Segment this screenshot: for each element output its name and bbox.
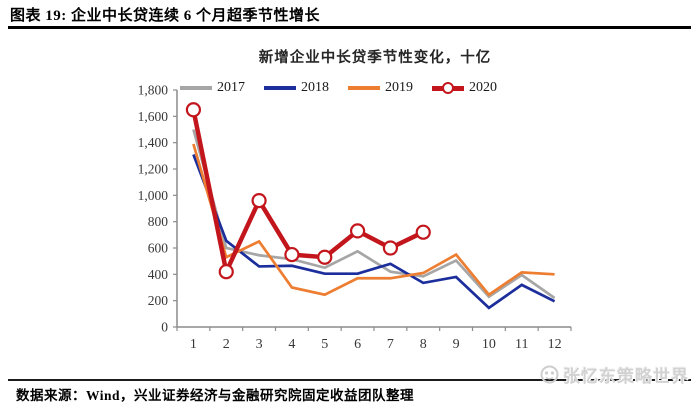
figure-caption: 图表 19: 企业中长贷连续 6 个月超季节性增长 xyxy=(10,8,320,24)
header-divider xyxy=(8,26,691,29)
x-tick-label: 7 xyxy=(387,337,394,352)
y-tick-label: 0 xyxy=(161,320,168,335)
legend-swatch-2019 xyxy=(348,86,380,90)
x-tick-label: 1 xyxy=(190,337,197,352)
watermark-text: 张忆东策略世界 xyxy=(563,367,689,386)
chart-legend: 2017 2018 2019 2020 xyxy=(180,81,497,95)
x-tick-label: 8 xyxy=(420,337,427,352)
watermark: 张忆东策略世界 xyxy=(540,362,689,387)
data-point-marker-2020 xyxy=(382,240,399,256)
legend-item-2020: 2020 xyxy=(432,81,497,95)
legend-label-2018: 2018 xyxy=(301,80,329,95)
legend-swatch-2020 xyxy=(432,82,464,94)
series-line-2017 xyxy=(192,129,556,300)
brand-logo-icon xyxy=(540,365,559,384)
x-tick-label: 4 xyxy=(288,337,295,352)
y-tick-label: 800 xyxy=(148,214,169,229)
x-tick-label: 10 xyxy=(482,337,496,352)
data-point-marker-2020 xyxy=(218,264,234,280)
data-point-marker-2020 xyxy=(185,102,202,118)
legend-label-2017: 2017 xyxy=(217,80,245,95)
data-point-marker-2020 xyxy=(251,193,267,209)
y-tick-label: 600 xyxy=(148,241,169,256)
legend-swatch-2018 xyxy=(264,86,296,90)
x-tick-label: 3 xyxy=(256,337,263,352)
data-source-note: 数据来源：Wind，兴业证券经济与金融研究院固定收益团队整理 xyxy=(16,388,415,403)
data-point-marker-2020 xyxy=(415,224,431,240)
footer-divider xyxy=(8,379,691,381)
series-line-2019 xyxy=(192,143,555,297)
series-line-2018 xyxy=(192,154,556,310)
x-tick-label: 9 xyxy=(453,337,460,352)
x-tick-label: 12 xyxy=(548,337,562,352)
x-tick-label: 6 xyxy=(354,337,361,352)
legend-marker-icon xyxy=(442,82,454,94)
legend-item-2018: 2018 xyxy=(264,81,329,95)
legend-label-2019: 2019 xyxy=(385,80,413,95)
data-point-marker-2020 xyxy=(284,246,300,263)
y-tick-label: 1,200 xyxy=(138,162,169,177)
y-tick-label: 1,600 xyxy=(138,109,169,124)
x-tick-label: 2 xyxy=(223,337,230,352)
legend-item-2019: 2019 xyxy=(348,81,413,95)
data-point-marker-2020 xyxy=(349,223,366,239)
y-tick-label: 1,800 xyxy=(138,83,169,98)
data-point-marker-2020 xyxy=(317,249,333,265)
chart-title: 新增企业中长贷季节性变化，十亿 xyxy=(258,50,492,66)
legend-item-2017: 2017 xyxy=(180,81,245,95)
y-tick-label: 1,000 xyxy=(138,188,169,203)
y-tick-label: 200 xyxy=(148,293,169,308)
y-tick-label: 1,400 xyxy=(138,135,169,150)
x-tick-label: 11 xyxy=(515,337,528,352)
x-tick-label: 5 xyxy=(321,337,328,352)
y-tick-label: 400 xyxy=(148,267,169,282)
legend-label-2020: 2020 xyxy=(469,80,497,95)
legend-swatch-2017 xyxy=(180,86,212,90)
